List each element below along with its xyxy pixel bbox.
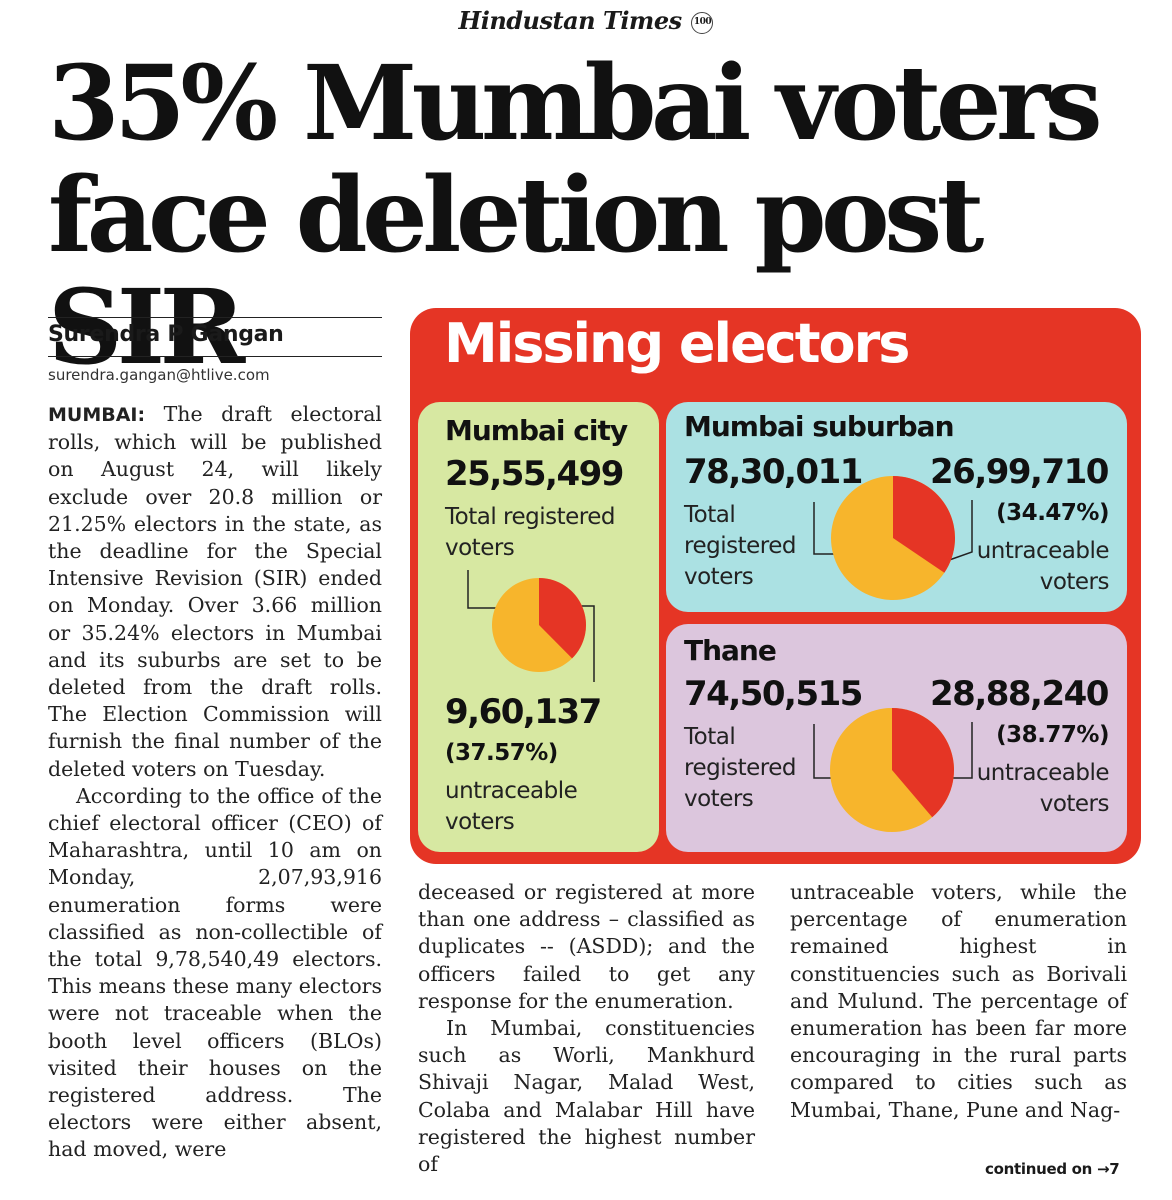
missing-label: untraceable voters [976, 538, 1110, 595]
missing-percent: (37.57%) [445, 740, 558, 766]
pie-slice-untraceable [539, 578, 586, 659]
missing-electors-graphic: Missing electors Mumbai city 25,55,499 T… [410, 308, 1141, 864]
headline-line-2: face deletion post SIR [48, 155, 984, 388]
article-paragraph: deceased or registered at more than one … [418, 880, 755, 1013]
byline-top-rule [48, 317, 382, 318]
dateline: MUMBAI: [48, 404, 146, 426]
missing-percent: (34.47%) [996, 500, 1109, 526]
pie-chart-mumbai-suburban [831, 476, 955, 600]
pie-chart-mumbai-city [492, 578, 586, 672]
continued-link[interactable]: continued on →7 [985, 1160, 1120, 1178]
missing-voters: 9,60,137 [445, 692, 602, 732]
missing-percent: (38.77%) [996, 722, 1109, 748]
article-paragraph: According to the office of the chief ele… [48, 783, 382, 1162]
masthead-name: Hindustan Times [458, 6, 683, 35]
article-paragraph: MUMBAI: The draft electoral rolls, which… [48, 402, 382, 781]
byline-bottom-rule [48, 356, 382, 357]
article-paragraph: untraceable voters, while the percentage… [790, 880, 1127, 1122]
byline-author: Surendra P Gangan [48, 322, 284, 347]
missing-voters: 28,88,240 [930, 674, 1109, 714]
total-label: Total registered voters [684, 502, 796, 590]
missing-label: untraceable voters [445, 778, 578, 835]
masthead: Hindustan Times 100 [0, 6, 1172, 35]
pie-chart-thane [830, 708, 954, 832]
missing-label: untraceable voters [976, 760, 1110, 817]
article-column-1: MUMBAI: The draft electoral rolls, which… [48, 401, 382, 1164]
total-voters: 25,55,499 [445, 454, 624, 494]
headline: 35% Mumbai voters face deletion post SIR [48, 48, 1148, 384]
centenary-seal: 100 [691, 11, 714, 34]
total-voters: 74,50,515 [684, 674, 863, 714]
total-voters: 78,30,011 [684, 452, 863, 492]
article-paragraph: In Mumbai, constituencies such as Worli,… [418, 1016, 755, 1177]
article-column-3: untraceable voters, while the percentage… [790, 879, 1127, 1124]
total-label: Total registered voters [445, 504, 615, 561]
pie-slice-untraceable [893, 476, 955, 573]
region-name: Mumbai suburban [684, 410, 955, 443]
panel-mumbai-city: Mumbai city 25,55,499 Total registered v… [418, 402, 659, 852]
graphic-title: Missing electors [444, 312, 910, 375]
region-name: Thane [684, 634, 777, 667]
region-name: Mumbai city [445, 414, 628, 447]
byline-email: surendra.gangan@htlive.com [48, 366, 270, 384]
pie-slice-untraceable [892, 708, 954, 818]
missing-voters: 26,99,710 [930, 452, 1109, 492]
article-column-2: deceased or registered at more than one … [418, 879, 755, 1178]
headline-line-1: 35% Mumbai voters [48, 43, 1103, 164]
total-label: Total registered voters [684, 724, 796, 812]
